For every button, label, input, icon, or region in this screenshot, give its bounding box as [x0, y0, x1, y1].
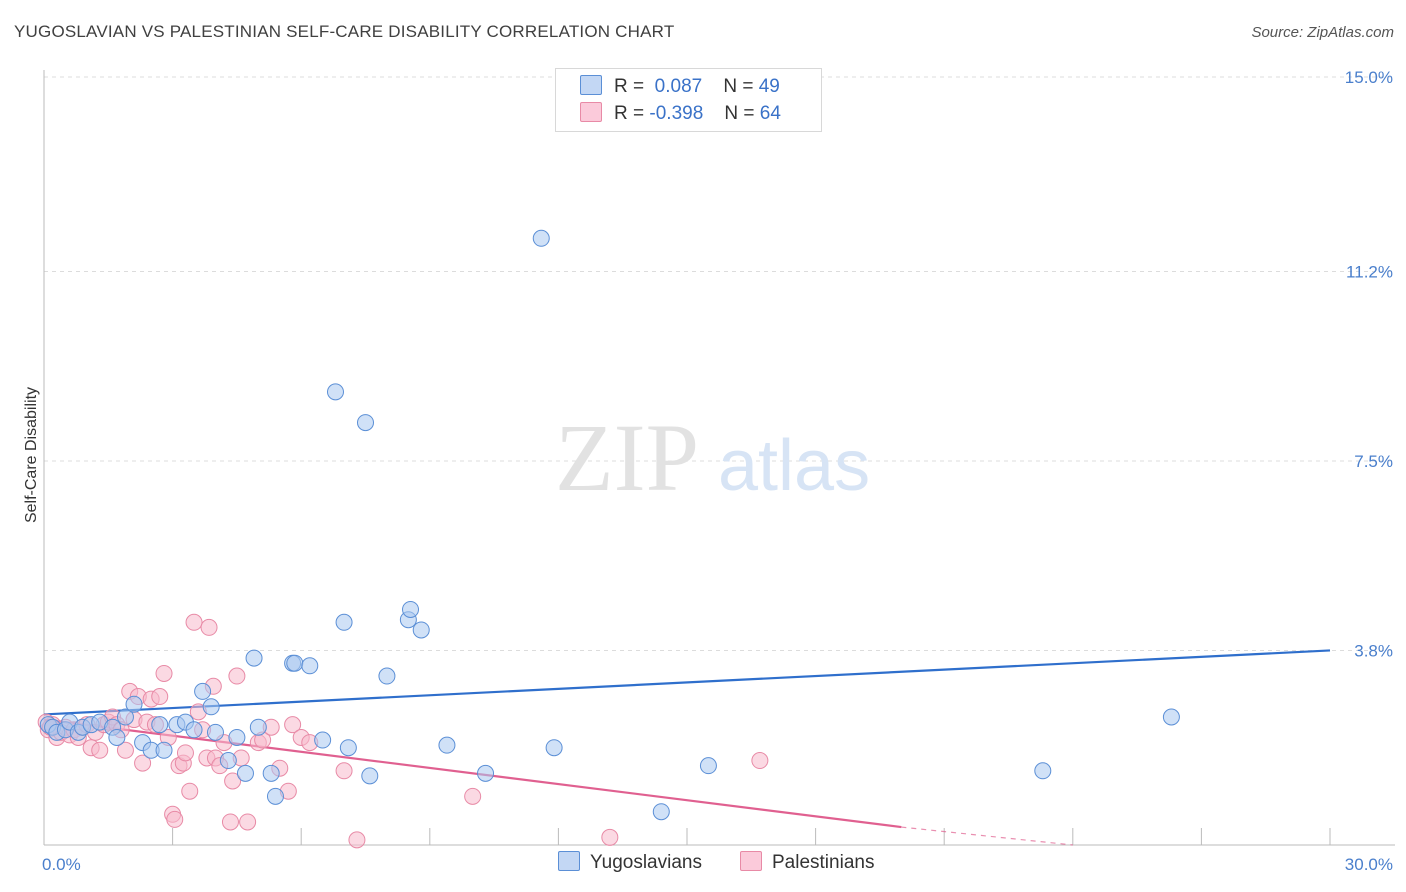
point-yugoslavians — [545, 739, 563, 757]
point-yugoslavians — [266, 787, 284, 805]
point-yugoslavians — [206, 723, 224, 741]
point-yugoslavians — [286, 654, 304, 672]
point-palestinians — [200, 618, 218, 636]
point-yugoslavians — [532, 229, 550, 247]
point-yugoslavians — [249, 718, 267, 736]
correlation-legend: R = 0.087 N = 49 R = -0.398 N = 64 — [555, 68, 822, 132]
point-palestinians — [116, 741, 134, 759]
point-palestinians — [751, 752, 769, 770]
watermark-atlas: atlas — [718, 426, 870, 506]
point-yugoslavians — [202, 698, 220, 716]
point-yugoslavians — [378, 667, 396, 685]
bottom-legend-swatch-pink — [740, 851, 762, 871]
point-palestinians — [181, 782, 199, 800]
point-yugoslavians — [339, 739, 357, 757]
x-tick-label: 0.0% — [42, 855, 81, 874]
point-yugoslavians — [335, 613, 353, 631]
point-palestinians — [464, 787, 482, 805]
point-palestinians — [221, 813, 239, 831]
watermark-zip: ZIP — [555, 404, 699, 511]
point-yugoslavians — [699, 757, 717, 775]
point-yugoslavians — [412, 621, 430, 639]
point-yugoslavians — [262, 764, 280, 782]
point-yugoslavians — [116, 708, 134, 726]
y-tick-label: 11.2% — [1346, 263, 1393, 282]
y-tick-label: 3.8% — [1354, 641, 1393, 660]
bottom-legend-palestinians: Palestinians — [740, 851, 874, 874]
point-yugoslavians — [1034, 762, 1052, 780]
point-palestinians — [348, 831, 366, 849]
legend-row-palestinians: R = -0.398 N = 64 — [580, 102, 781, 126]
point-palestinians — [228, 667, 246, 685]
point-palestinians — [185, 613, 203, 631]
legend-r-value: 0.087 — [654, 76, 703, 97]
legend-n-label: N = — [723, 76, 754, 97]
point-yugoslavians — [155, 741, 173, 759]
point-yugoslavians — [361, 767, 379, 785]
y-axis-label: Self-Care Disability — [23, 387, 40, 523]
legend-n-value: 64 — [759, 103, 781, 124]
point-palestinians — [134, 754, 152, 772]
point-yugoslavians — [652, 803, 670, 821]
legend-r-value: -0.398 — [649, 103, 704, 124]
chart-title: YUGOSLAVIAN VS PALESTINIAN SELF-CARE DIS… — [14, 22, 675, 41]
point-yugoslavians — [245, 649, 263, 667]
point-yugoslavians — [228, 728, 246, 746]
y-tick-label: 15.0% — [1345, 68, 1393, 87]
point-palestinians — [176, 744, 194, 762]
trend-line-yugoslavians — [43, 649, 1331, 716]
bottom-legend-label: Palestinians — [772, 852, 875, 873]
point-palestinians — [91, 741, 109, 759]
point-yugoslavians — [1162, 708, 1180, 726]
legend-r-label: R = — [614, 103, 645, 124]
x-tick-label: 30.0% — [1345, 855, 1393, 874]
point-palestinians — [166, 810, 184, 828]
source-credit: Source: ZipAtlas.com — [1251, 24, 1394, 41]
point-palestinians — [224, 772, 242, 790]
point-yugoslavians — [185, 721, 203, 739]
point-palestinians — [239, 813, 257, 831]
x-tick-labels: 0.0% 30.0% — [42, 855, 1393, 874]
point-yugoslavians — [402, 600, 420, 618]
point-yugoslavians — [236, 764, 254, 782]
legend-n-label: N = — [724, 103, 755, 124]
point-yugoslavians — [219, 752, 237, 770]
point-palestinians — [284, 716, 302, 734]
point-yugoslavians — [151, 716, 169, 734]
point-yugoslavians — [108, 728, 126, 746]
point-yugoslavians — [314, 731, 332, 749]
legend-swatch-pink — [580, 102, 602, 122]
y-tick-label: 7.5% — [1354, 452, 1393, 471]
bottom-legend-yugoslavians: Yugoslavians — [558, 851, 702, 874]
point-yugoslavians — [326, 383, 344, 401]
legend-r-label: R = — [614, 76, 645, 97]
legend-n-value: 49 — [758, 76, 780, 97]
point-yugoslavians — [357, 414, 374, 432]
legend-row-yugoslavians: R = 0.087 N = 49 — [580, 75, 780, 99]
point-palestinians — [601, 828, 619, 846]
grid-lines — [44, 76, 1395, 651]
trend-lines — [43, 649, 1331, 846]
point-palestinians — [155, 664, 173, 682]
bottom-legend-swatch-blue — [558, 851, 580, 871]
point-palestinians — [335, 762, 353, 780]
point-yugoslavians — [194, 682, 212, 700]
legend-swatch-blue — [580, 75, 602, 95]
y-tick-labels: 3.8% 7.5% 11.2% 15.0% — [1345, 68, 1393, 660]
point-yugoslavians — [301, 657, 319, 675]
point-yugoslavians — [438, 736, 456, 754]
trend-line-palestinians — [43, 718, 902, 829]
bottom-legend-label: Yugoslavians — [590, 852, 702, 873]
data-points — [37, 229, 1180, 849]
trend-line-palestinians-extension — [901, 826, 1073, 846]
point-yugoslavians — [477, 764, 495, 782]
point-yugoslavians — [125, 695, 143, 713]
point-palestinians — [151, 688, 169, 706]
